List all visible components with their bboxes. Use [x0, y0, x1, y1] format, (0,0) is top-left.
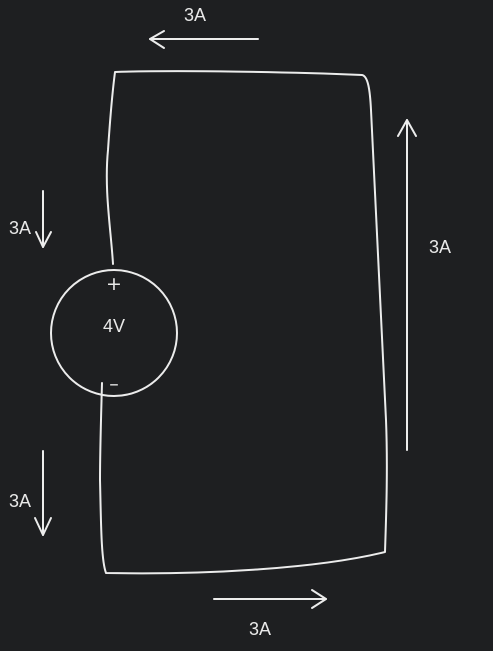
voltage-label: 4V	[103, 316, 125, 336]
left-lower-current-arrow	[34, 450, 52, 536]
left-lower-current-label: 3A	[9, 491, 31, 511]
bottom-current-arrow	[213, 589, 327, 609]
wire-loop	[99, 70, 388, 575]
top-current-label: 3A	[184, 5, 206, 25]
left-upper-current-label: 3A	[9, 218, 31, 238]
right-current-arrow	[397, 119, 417, 451]
plus-terminal-label: +	[106, 273, 122, 295]
voltage-source-circle	[50, 269, 178, 397]
right-current-label: 3A	[429, 237, 451, 257]
left-upper-current-arrow	[35, 190, 52, 248]
top-current-arrow	[149, 30, 259, 49]
minus-terminal-label: –	[109, 373, 119, 395]
bottom-current-label: 3A	[249, 619, 271, 639]
